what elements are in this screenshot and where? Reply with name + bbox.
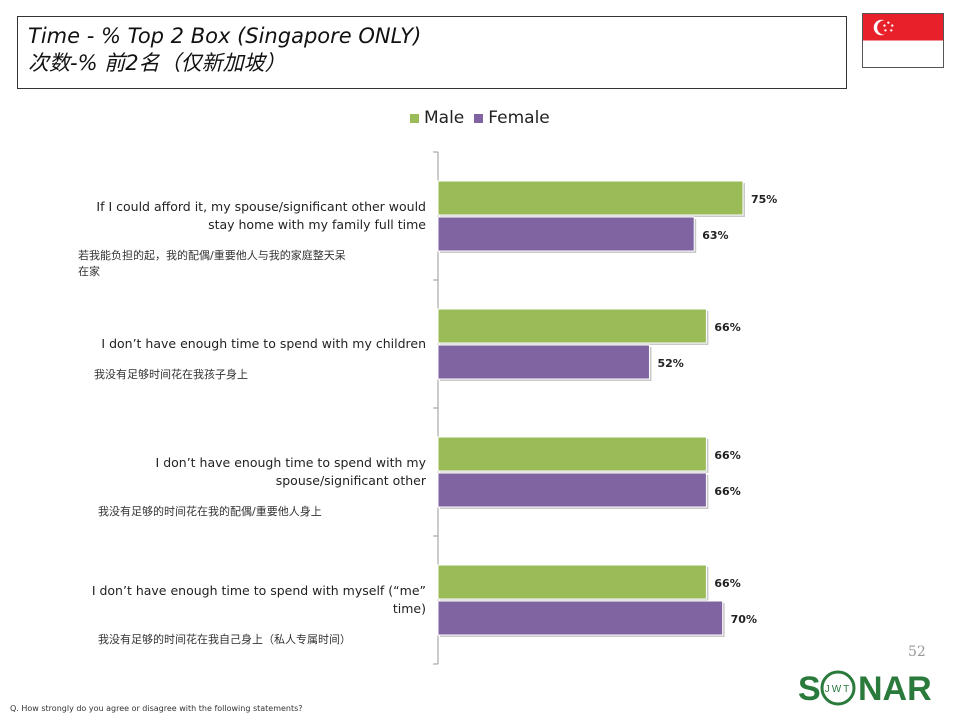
category-label: stay home with my family full time xyxy=(208,217,426,232)
legend-swatch-female xyxy=(474,113,484,123)
page-number: 52 xyxy=(908,644,926,660)
logo-text-left: S xyxy=(798,670,821,708)
logo-ring-text: JWT xyxy=(825,684,852,695)
logo-text-right: NAR xyxy=(858,670,932,708)
bar-male xyxy=(437,564,707,600)
category-label: I don’t have enough time to spend with m… xyxy=(101,336,426,351)
data-label-male: 66% xyxy=(714,577,740,590)
bar-female xyxy=(437,344,650,380)
legend-item-male: Male xyxy=(410,108,464,128)
legend-label-male: Male xyxy=(424,108,465,128)
category-label: I don’t have enough time to spend with m… xyxy=(156,455,427,470)
bar-male xyxy=(437,436,707,472)
category-label-chinese: 若我能负担的起，我的配偶/重要他人与我的家庭整天呆 xyxy=(78,248,346,262)
category-label-chinese: 我没有足够的时间花在我自己身上（私人专属时间） xyxy=(98,632,351,646)
singapore-flag-icon xyxy=(862,13,944,68)
category-label: time) xyxy=(393,601,426,616)
bar-female xyxy=(437,216,695,252)
sonar-jwt-logo: S JWT NAR xyxy=(798,670,932,708)
page-title-chinese: 次数-% 前2名（仅新加坡） xyxy=(28,51,286,75)
category-label-chinese: 我没有足够时间花在我孩子身上 xyxy=(94,367,248,381)
title-box: Time - % Top 2 Box (Singapore ONLY) 次数-%… xyxy=(17,16,847,89)
category-label: If I could afford it, my spouse/signific… xyxy=(96,199,426,214)
data-label-female: 70% xyxy=(731,613,757,626)
data-label-male: 66% xyxy=(714,321,740,334)
data-label-female: 66% xyxy=(714,485,740,498)
legend-label-female: Female xyxy=(488,108,550,128)
footnote: Q. How strongly do you agree or disagree… xyxy=(10,704,303,713)
page-title: Time - % Top 2 Box (Singapore ONLY) xyxy=(28,24,422,48)
chart-legend: Male Female xyxy=(410,108,560,128)
bar-female xyxy=(437,472,707,508)
data-label-male: 66% xyxy=(714,449,740,462)
category-label: spouse/significant other xyxy=(276,473,427,488)
legend-swatch-male xyxy=(410,113,419,123)
bar-male xyxy=(437,308,707,344)
data-label-female: 52% xyxy=(657,357,683,370)
data-label-female: 63% xyxy=(702,229,728,242)
category-label-chinese: 我没有足够的时间花在我的配偶/重要他人身上 xyxy=(98,504,322,518)
data-label-male: 75% xyxy=(751,193,777,206)
bar-female xyxy=(437,600,724,636)
category-label-chinese: 在家 xyxy=(78,264,100,278)
bar-male xyxy=(437,180,744,216)
legend-item-female: Female xyxy=(474,108,550,128)
category-label: I don’t have enough time to spend with m… xyxy=(92,583,426,598)
